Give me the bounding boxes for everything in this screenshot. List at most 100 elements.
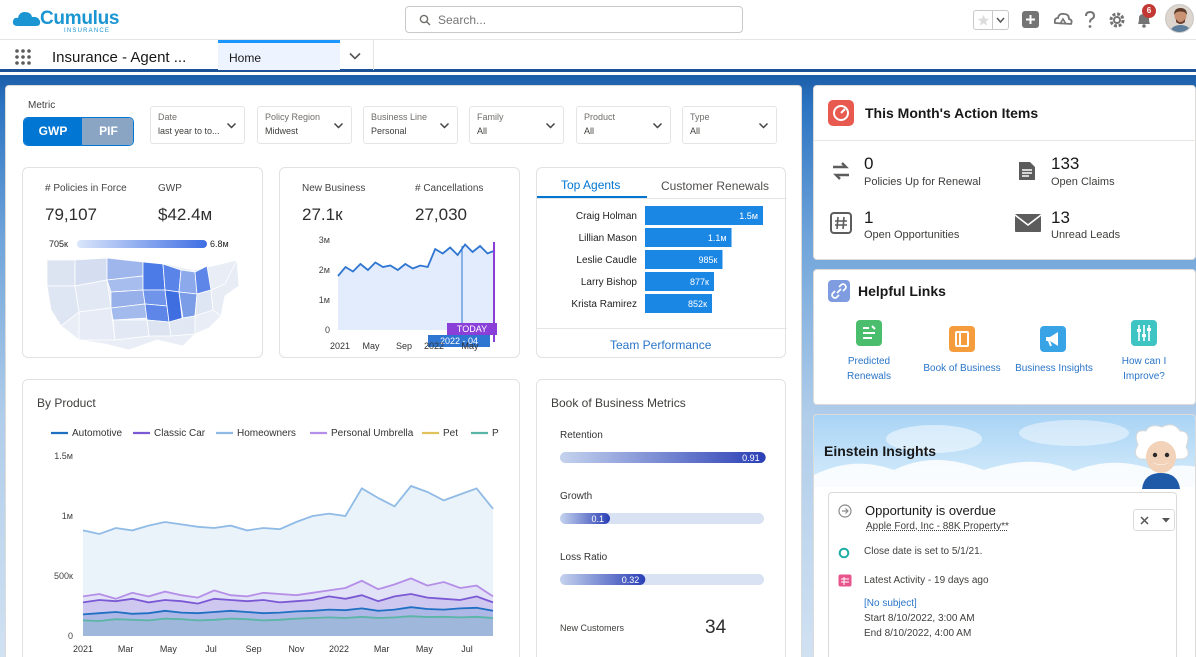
gear-icon[interactable] bbox=[1106, 9, 1128, 31]
by-product-title: By Product bbox=[37, 396, 96, 410]
action-item-value[interactable]: 133 bbox=[1051, 154, 1080, 173]
einstein-header-bg bbox=[814, 415, 1195, 487]
app-name: Insurance - Agent ... bbox=[52, 49, 187, 66]
app-launcher-icon[interactable] bbox=[14, 48, 32, 66]
global-search[interactable] bbox=[405, 6, 743, 33]
tab-customer-renewals[interactable]: Customer Renewals bbox=[661, 179, 770, 193]
link-icon-bg bbox=[828, 280, 850, 302]
new-business-line-chart[interactable]: 3м 2м 1м 0 TODAY 2022 - 04 2021 May Sep 2022 May bbox=[280, 228, 521, 358]
help-icon[interactable] bbox=[1079, 9, 1101, 31]
user-avatar[interactable] bbox=[1165, 4, 1194, 33]
new-business-card: New Business # Cancellations 27.1к 27,03… bbox=[279, 167, 520, 358]
metric-track bbox=[560, 513, 764, 524]
link-how-can-i-improve[interactable]: How can I Improve? bbox=[1094, 320, 1194, 390]
new-customers-label: New Customers bbox=[560, 623, 625, 633]
insight-record-link[interactable]: Apple Ford, Inc - 88K Property** bbox=[866, 521, 1009, 532]
date-label: 2022 - 04 bbox=[440, 336, 478, 346]
action-item-label: Open Opportunities bbox=[864, 229, 960, 241]
hashtag-icon bbox=[830, 212, 852, 234]
filter-policy-region[interactable]: Policy Region Midwest bbox=[257, 106, 352, 144]
link-tile bbox=[1131, 320, 1157, 346]
metric-toggle[interactable]: GWP PIF bbox=[23, 117, 134, 146]
metric-fill bbox=[560, 452, 766, 463]
filter-business-line[interactable]: Business Line Personal bbox=[363, 106, 458, 144]
trailhead-icon[interactable] bbox=[1052, 9, 1074, 31]
tab-top-agents[interactable]: Top Agents bbox=[561, 178, 621, 192]
new-business-label: New Business bbox=[302, 183, 366, 194]
agent-name: Leslie Caudle bbox=[576, 255, 637, 266]
filter-date[interactable]: Date last year to to... bbox=[150, 106, 245, 144]
series-line-automotive bbox=[82, 606, 494, 616]
x-tick-label: Mar bbox=[374, 644, 390, 654]
link-tile bbox=[949, 326, 975, 352]
metric-label: Metric bbox=[28, 100, 56, 111]
close-icon[interactable] bbox=[1139, 515, 1150, 526]
metric-fill bbox=[560, 513, 610, 524]
action-item-value[interactable]: 13 bbox=[1051, 208, 1070, 227]
calendar-icon bbox=[838, 574, 852, 587]
agent-bar bbox=[645, 228, 732, 247]
action-item-value[interactable]: 1 bbox=[864, 208, 874, 227]
action-item-label: Unread Leads bbox=[1051, 229, 1121, 241]
by-product-area-chart[interactable]: Automotive Classic Car Homeowners Personal … bbox=[23, 418, 521, 657]
x-tick-label: Nov bbox=[288, 644, 305, 654]
x-tick-label: 2021 bbox=[73, 644, 93, 654]
link-business-insights[interactable]: Business Insights bbox=[1004, 320, 1104, 390]
divider bbox=[814, 140, 1196, 141]
us-map[interactable] bbox=[45, 256, 241, 352]
agent-name: Larry Bishop bbox=[581, 277, 638, 288]
user-photo-icon bbox=[1166, 5, 1193, 32]
filter-value: All bbox=[690, 126, 701, 136]
x-tick-label: Jul bbox=[205, 644, 217, 654]
agent-value-label: 1.5м bbox=[739, 211, 758, 221]
series-line-classic-car bbox=[82, 593, 494, 605]
metric-value-label: 0.1 bbox=[591, 514, 604, 524]
filter-label: Policy Region bbox=[265, 112, 321, 122]
filter-value: Personal bbox=[371, 126, 407, 136]
x-tick-label: May bbox=[362, 341, 380, 351]
agent-bar bbox=[645, 294, 713, 313]
filter-value: All bbox=[584, 126, 595, 136]
y-tick-label: 0 bbox=[68, 631, 73, 641]
chevron-down-icon bbox=[333, 122, 344, 129]
filter-family[interactable]: Family All bbox=[469, 106, 564, 144]
team-performance-link[interactable]: Team Performance bbox=[610, 338, 712, 352]
toggle-pif[interactable]: PIF bbox=[82, 118, 133, 145]
x-tick-label: Sep bbox=[396, 341, 412, 351]
activity-subject-link[interactable]: [No subject] bbox=[864, 598, 917, 609]
book-icon bbox=[955, 331, 969, 347]
link-book-of-business[interactable]: Book of Business bbox=[912, 320, 1012, 390]
agent-bar bbox=[645, 206, 763, 225]
chevron-down-icon bbox=[652, 122, 663, 129]
add-icon[interactable] bbox=[1020, 9, 1042, 31]
area-fill-classic-car bbox=[83, 594, 493, 636]
book-metrics-chart[interactable]: Retention 0.91 Growth 0.1 Loss Ratio 0.32 bbox=[537, 420, 787, 600]
toggle-gwp[interactable]: GWP bbox=[24, 118, 82, 145]
global-header: Cumulus INSURANCE 6 bbox=[0, 0, 1196, 40]
top-agents-bar-chart[interactable]: Craig Holman 1.5м Lillian Mason 1.1м Leslie … bbox=[537, 202, 787, 316]
search-input[interactable] bbox=[438, 11, 728, 29]
cloud-logo-icon bbox=[12, 12, 41, 26]
favorites-button[interactable] bbox=[973, 10, 1009, 30]
logo-subtext: INSURANCE bbox=[64, 28, 111, 34]
nav-menu-chevron-icon[interactable] bbox=[348, 49, 362, 63]
filter-label: Date bbox=[158, 112, 178, 122]
footer-divider bbox=[537, 328, 787, 329]
insight-title: Opportunity is overdue bbox=[865, 503, 996, 518]
filter-type[interactable]: Type All bbox=[682, 106, 777, 144]
tab-home[interactable]: Home bbox=[218, 40, 340, 70]
x-tick-label: Mar bbox=[118, 644, 134, 654]
gwp-label: GWP bbox=[158, 183, 182, 194]
policies-map-card: # Policies in Force GWP 79,107 $42.4м 70… bbox=[22, 167, 263, 358]
series-line-homeowners bbox=[82, 484, 494, 535]
series-line-pet bbox=[82, 615, 494, 622]
link-predicted-renewals[interactable]: Predicted Renewals bbox=[819, 320, 919, 390]
chevron-down-icon[interactable] bbox=[1161, 517, 1171, 524]
filter-product[interactable]: Product All bbox=[576, 106, 671, 144]
link-label: Book of Business bbox=[923, 363, 1001, 374]
chart-icon bbox=[863, 325, 876, 339]
link-label: Predicted bbox=[847, 356, 891, 367]
cumulus-logo[interactable]: Cumulus INSURANCE bbox=[12, 6, 119, 34]
action-item-value[interactable]: 0 bbox=[864, 154, 874, 173]
link-label: Business Insights bbox=[1015, 363, 1093, 374]
